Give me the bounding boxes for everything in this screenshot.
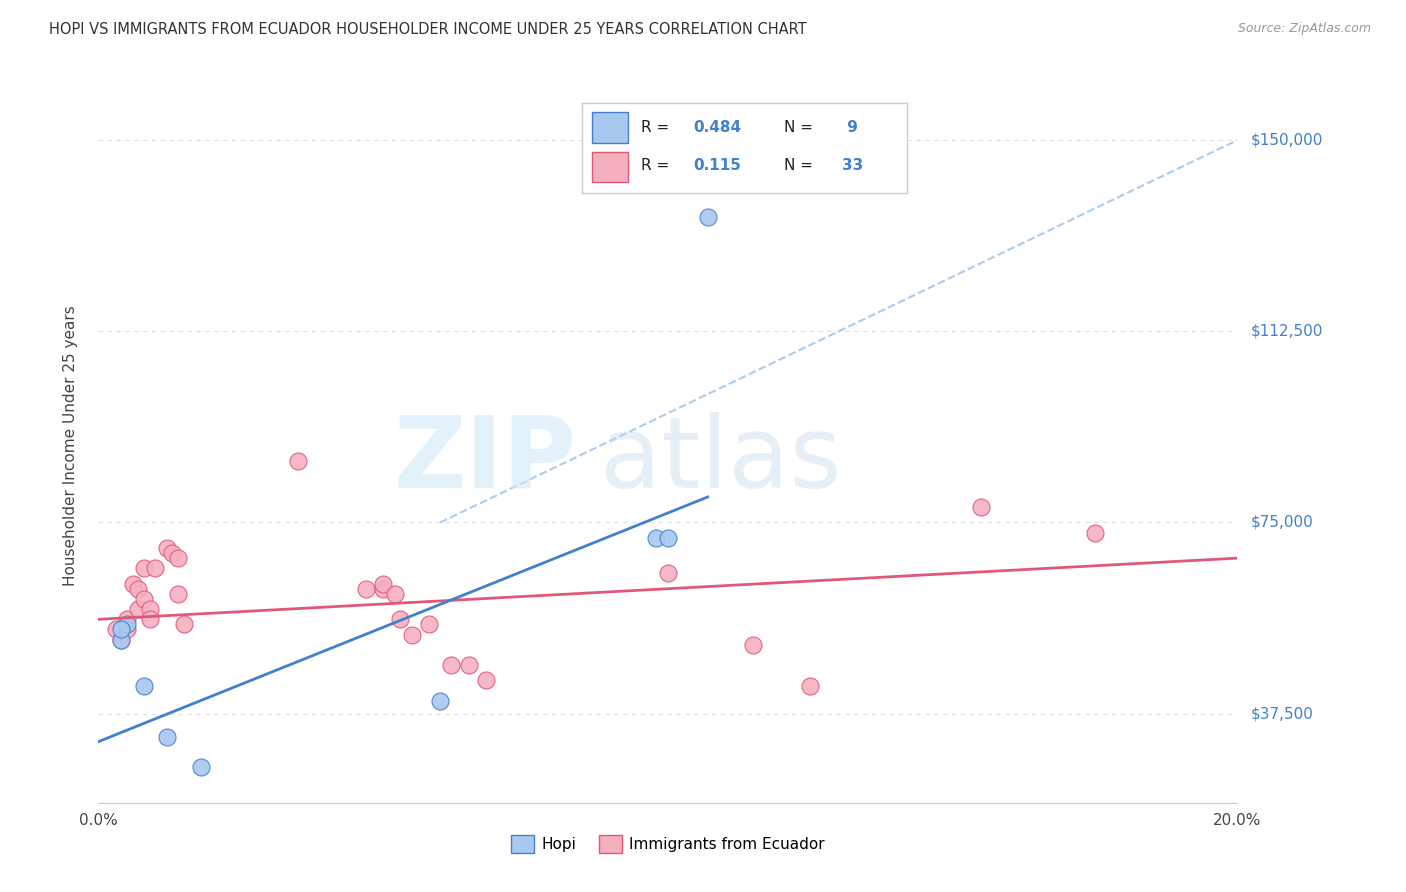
Point (970, 500, 993, 515)
Point (287, 454, 309, 468)
Point (1084, 525, 1107, 540)
Point (418, 617, 440, 632)
Text: $112,500: $112,500 (1251, 324, 1323, 339)
Text: $37,500: $37,500 (1251, 706, 1315, 721)
Point (173, 617, 195, 632)
Point (167, 587, 190, 601)
Point (373, 582, 395, 596)
Point (132, 591, 155, 606)
Point (115, 623, 138, 637)
Point (657, 531, 679, 545)
Point (190, 760, 212, 774)
Point (474, 673, 496, 688)
Point (457, 658, 479, 673)
Point (132, 679, 155, 693)
Point (145, 561, 167, 575)
Text: $150,000: $150,000 (1251, 133, 1323, 148)
Point (127, 602, 149, 616)
Point (127, 582, 149, 596)
Text: atlas: atlas (599, 412, 841, 508)
Point (162, 546, 184, 560)
Point (132, 561, 155, 575)
Point (110, 632, 132, 647)
Point (440, 658, 463, 673)
Point (104, 623, 127, 637)
Point (389, 612, 412, 626)
Point (110, 632, 132, 647)
Text: Source: ZipAtlas.com: Source: ZipAtlas.com (1237, 22, 1371, 36)
Point (384, 587, 406, 601)
Point (138, 602, 160, 616)
Point (121, 576, 143, 591)
Text: HOPI VS IMMIGRANTS FROM ECUADOR HOUSEHOLDER INCOME UNDER 25 YEARS CORRELATION CH: HOPI VS IMMIGRANTS FROM ECUADOR HOUSEHOL… (49, 22, 807, 37)
Point (401, 627, 423, 641)
Point (373, 576, 395, 591)
Text: ZIP: ZIP (394, 412, 576, 508)
Point (429, 694, 451, 708)
Text: $75,000: $75,000 (1251, 515, 1315, 530)
Point (167, 551, 190, 566)
Point (696, 210, 718, 224)
Point (156, 541, 179, 555)
Y-axis label: Householder Income Under 25 years: Householder Income Under 25 years (63, 306, 77, 586)
Point (110, 623, 132, 637)
Point (657, 566, 679, 581)
Legend: Hopi, Immigrants from Ecuador: Hopi, Immigrants from Ecuador (505, 829, 831, 859)
Point (742, 638, 765, 652)
Point (115, 612, 138, 626)
Point (156, 730, 179, 744)
Point (799, 679, 821, 693)
Point (645, 531, 668, 545)
Point (115, 617, 138, 632)
Point (138, 612, 160, 626)
Point (354, 582, 377, 596)
